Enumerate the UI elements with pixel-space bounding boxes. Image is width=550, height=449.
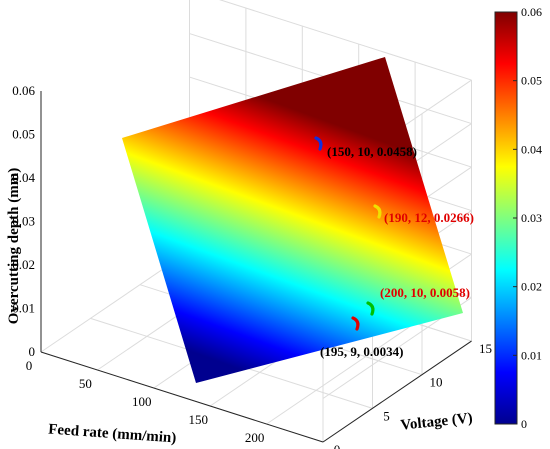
grid-line — [266, 322, 416, 425]
point-label: (190, 12, 0.0266) — [384, 210, 474, 225]
y-tick-label: 15 — [479, 341, 492, 356]
z-tick-label: 0 — [29, 344, 36, 359]
z-tick-label: 0.04 — [12, 170, 35, 185]
point-marker — [314, 136, 323, 151]
z-axis-label: Overcutting depth (mm) — [6, 168, 22, 324]
colorbar-tick-label: 0.06 — [521, 5, 542, 19]
z-tick-label: 0.02 — [12, 257, 35, 272]
colorbar-tick-label: 0.01 — [521, 348, 542, 362]
colorbar-tick-label: 0.03 — [521, 211, 542, 225]
colorbar-tick-label: 0.05 — [521, 74, 542, 88]
surface-patch — [122, 57, 463, 383]
axis-ticks: 00.010.020.030.040.050.06050100150200250… — [12, 83, 492, 449]
x-tick-label: 150 — [188, 412, 208, 427]
colorbar: 0 0.01 0.02 0.03 0.04 0.05 0.06 — [494, 5, 542, 431]
x-tick-label: 0 — [26, 358, 33, 373]
y-axis-line — [322, 340, 472, 443]
point-label: (200, 10, 0.0058) — [380, 285, 470, 300]
x-tick-label: 200 — [245, 430, 265, 445]
x-tick-label: 50 — [79, 376, 92, 391]
surface-plane — [122, 57, 463, 383]
y-tick-label: 10 — [430, 375, 443, 390]
point-marker — [366, 301, 375, 316]
grid-line — [219, 0, 472, 81]
z-tick-label: 0.03 — [12, 214, 35, 229]
colorbar-tick-label: 0.04 — [521, 142, 542, 156]
point-label: (195, 9, 0.0034) — [320, 344, 403, 359]
y-tick-label: 0 — [334, 442, 341, 449]
z-tick-label: 0.06 — [12, 83, 35, 98]
point-marker — [351, 316, 360, 331]
z-tick-label: 0.01 — [12, 301, 35, 316]
point-label: (150, 10, 0.0458) — [327, 144, 417, 159]
x-axis-line — [40, 351, 324, 443]
annotated-points: (150, 10, 0.0458) (190, 12, 0.0266) (200, … — [314, 136, 474, 359]
y-tick-label: 5 — [383, 408, 390, 423]
x-tick-label: 100 — [132, 394, 152, 409]
y-axis-label: Voltage (V) — [400, 410, 474, 433]
colorbar-tick-label: 0.02 — [521, 280, 542, 294]
colorbar-tick-label: 0 — [521, 417, 527, 431]
x-axis-label: Feed rate (mm/min) — [48, 422, 177, 447]
z-tick-label: 0.05 — [12, 127, 35, 142]
point-marker — [373, 204, 382, 219]
